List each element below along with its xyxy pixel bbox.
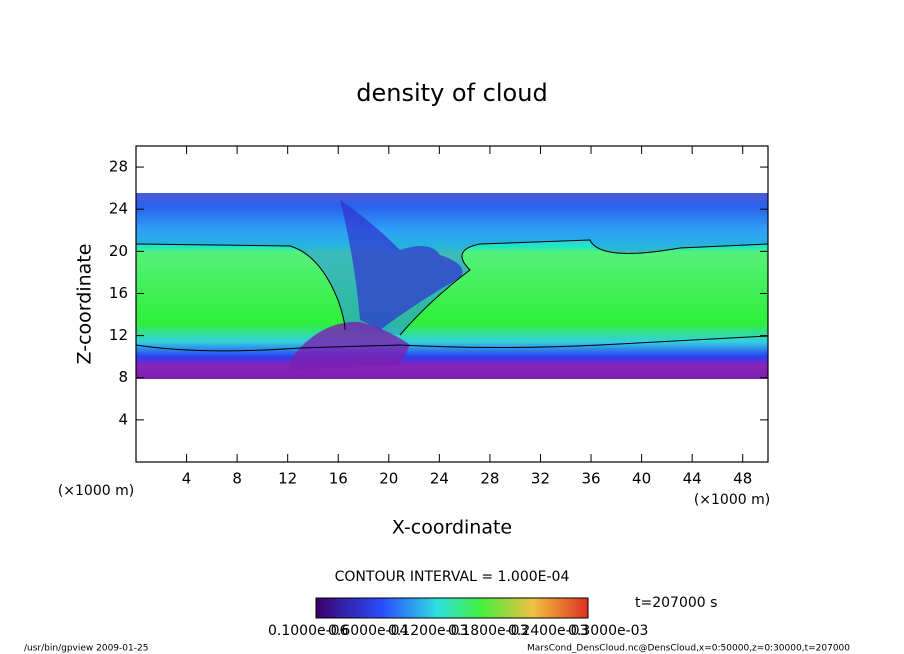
y-tick-label: 8 bbox=[118, 368, 128, 386]
y-axis-title: Z-coordinate bbox=[74, 244, 96, 365]
plot-frame bbox=[135, 145, 769, 463]
contour-interval: CONTOUR INTERVAL = 1.000E-04 bbox=[335, 569, 570, 585]
y-tick-label: 4 bbox=[118, 410, 128, 428]
y-tick-label: 28 bbox=[109, 158, 128, 176]
x-tick-label: 48 bbox=[733, 470, 752, 488]
colorbar-label: 0.1000e-06 bbox=[268, 623, 349, 639]
footer-right: MarsCond_DensCloud.nc@DensCloud,x=0:5000… bbox=[527, 644, 850, 654]
x-tick-label: 36 bbox=[581, 470, 600, 488]
x-tick-label: 4 bbox=[182, 470, 192, 488]
y-tick-label: 16 bbox=[109, 284, 128, 302]
x-unit: (×1000 m) bbox=[58, 483, 134, 499]
y-tick-label: 12 bbox=[109, 326, 128, 344]
footer-left: /usr/bin/gpview 2009-01-25 bbox=[24, 644, 148, 654]
colorbar-label: 0.3000e-03 bbox=[568, 623, 648, 639]
colorbar-label: 0.1200e-03 bbox=[388, 623, 468, 639]
cloud-plume bbox=[340, 200, 463, 330]
y-tick-label: 24 bbox=[109, 200, 128, 218]
contour bbox=[135, 239, 769, 336]
colorbar-label: 0.6000e-04 bbox=[328, 623, 409, 639]
time-label: t=207000 s bbox=[635, 595, 717, 611]
x-tick-label: 44 bbox=[683, 470, 702, 488]
x-tick-label: 40 bbox=[632, 470, 651, 488]
contour bbox=[135, 335, 769, 352]
chart-title: density of cloud bbox=[356, 79, 547, 107]
cloud-field bbox=[135, 193, 769, 379]
x-tick-label: 20 bbox=[379, 470, 398, 488]
colorbar bbox=[315, 597, 589, 619]
colorbar-label: 0.2400e-03 bbox=[508, 623, 588, 639]
x-tick-label: 24 bbox=[430, 470, 449, 488]
y-unit: (×1000 m) bbox=[694, 492, 770, 508]
x-tick-label: 32 bbox=[531, 470, 550, 488]
x-tick-label: 8 bbox=[232, 470, 242, 488]
x-tick-label: 16 bbox=[329, 470, 348, 488]
x-axis-title: X-coordinate bbox=[392, 517, 512, 539]
y-tick-label: 20 bbox=[109, 242, 128, 260]
plume-base bbox=[290, 321, 410, 370]
x-tick-label: 28 bbox=[480, 470, 499, 488]
x-tick-label: 12 bbox=[278, 470, 297, 488]
colorbar-label: 0.1800e-03 bbox=[448, 623, 528, 639]
